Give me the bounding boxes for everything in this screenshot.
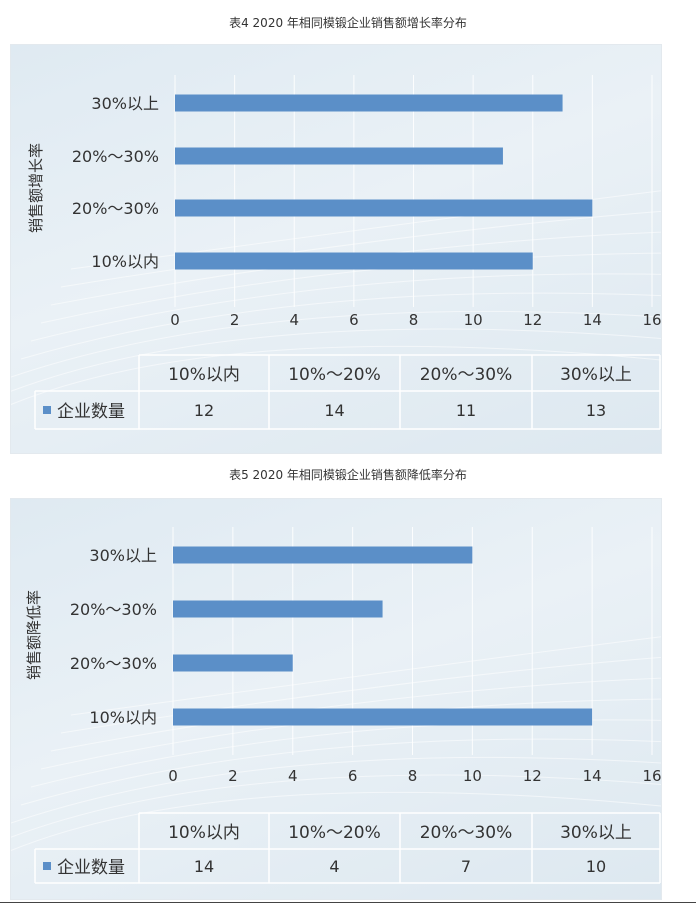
data-table: 10%以内 12 10%～20% 14 20%～30% 11 30%以上 13 企业数量 bbox=[34, 354, 661, 430]
y-category-label: 20%～30% bbox=[72, 199, 159, 218]
light-streak bbox=[11, 310, 661, 378]
legend-series-name: 企业数量 bbox=[57, 858, 125, 878]
x-tick-label: 4 bbox=[288, 767, 298, 785]
legend-key bbox=[43, 406, 51, 414]
table-cell-value: 14 bbox=[194, 857, 214, 876]
table-column-header: 10%～20% bbox=[288, 365, 381, 385]
bar bbox=[175, 147, 503, 165]
bar bbox=[173, 708, 593, 726]
table-column-header: 30%以上 bbox=[560, 365, 632, 385]
x-tick-label: 10 bbox=[464, 311, 483, 329]
x-tick-label: 16 bbox=[642, 311, 661, 329]
x-tick-label: 10 bbox=[463, 767, 482, 785]
x-tick-label: 14 bbox=[583, 767, 602, 785]
table-cell-value: 4 bbox=[329, 857, 339, 876]
decline-rate-chart-svg: 0 2 4 6 8 10 12 14 16 30%以上 20%～30% 20%～30% 10%以内 销售额… bbox=[11, 527, 661, 884]
table-cell-value: 14 bbox=[324, 401, 344, 420]
table-cell-value: 12 bbox=[194, 401, 214, 420]
light-streak bbox=[20, 738, 661, 806]
x-tick-label: 12 bbox=[523, 311, 542, 329]
bottom-divider bbox=[0, 902, 696, 903]
x-tick-label: 0 bbox=[170, 311, 180, 329]
data-table: 10%以内 14 10%～20% 4 20%～30% 7 30%以上 10 企业数量 bbox=[34, 812, 661, 884]
light-streak bbox=[40, 252, 661, 324]
light-streak bbox=[60, 656, 661, 734]
light-streak bbox=[70, 636, 661, 716]
x-tick-label: 12 bbox=[523, 767, 542, 785]
chart-title: 表5 2020 年相同模锻企业销售额降低率分布 bbox=[229, 468, 467, 482]
light-streak bbox=[11, 791, 661, 852]
bar bbox=[173, 546, 473, 564]
x-tick-label: 6 bbox=[348, 767, 358, 785]
light-streak bbox=[30, 273, 661, 342]
x-tick-label: 4 bbox=[289, 311, 299, 329]
table-column-header: 30%以上 bbox=[560, 823, 632, 843]
y-category-label: 20%～30% bbox=[70, 600, 157, 619]
decline-rate-chart: 0 2 4 6 8 10 12 14 16 30%以上 20%～30% 20%～30% 10%以内 销售额… bbox=[10, 498, 662, 900]
light-streak bbox=[11, 345, 661, 406]
growth-rate-chart-svg: 0 2 4 6 8 10 12 14 16 30%以上 20%～30% 20%～30% 10%以内 销售额… bbox=[11, 75, 661, 430]
table-column-header: 10%以内 bbox=[168, 365, 240, 385]
light-streak bbox=[60, 210, 661, 288]
y-category-label: 30%以上 bbox=[91, 94, 159, 113]
light-streak bbox=[50, 677, 661, 752]
y-category-label: 20%～30% bbox=[70, 654, 157, 673]
x-tick-label: 0 bbox=[168, 767, 178, 785]
light-streak bbox=[11, 774, 661, 838]
table-cell-value: 13 bbox=[586, 401, 606, 420]
bar bbox=[175, 94, 563, 112]
y-category-label: 20%～30% bbox=[72, 147, 159, 166]
bar bbox=[175, 252, 533, 270]
chart-title: 表4 2020 年相同模锻企业销售额增长率分布 bbox=[229, 16, 467, 30]
table-cell-value: 10 bbox=[586, 857, 606, 876]
light-streak bbox=[20, 292, 661, 360]
y-axis-title: 销售额增长率 bbox=[27, 143, 45, 233]
table-column-header: 20%～30% bbox=[420, 823, 513, 843]
x-tick-label: 6 bbox=[349, 311, 359, 329]
table-cell-value: 11 bbox=[456, 401, 476, 420]
table-column-header: 10%～20% bbox=[288, 823, 381, 843]
y-axis-title: 销售额降低率 bbox=[25, 590, 43, 680]
bar bbox=[175, 199, 593, 217]
legend-key bbox=[43, 862, 51, 870]
table-cell-value: 7 bbox=[461, 857, 471, 876]
x-tick-label: 2 bbox=[230, 311, 240, 329]
y-category-label: 10%以内 bbox=[89, 708, 157, 727]
x-tick-label: 14 bbox=[583, 311, 602, 329]
bar bbox=[173, 654, 293, 672]
background-decoration bbox=[11, 190, 661, 406]
table-column-header: 20%～30% bbox=[420, 365, 513, 385]
light-streak bbox=[11, 756, 661, 824]
bar bbox=[173, 600, 383, 618]
x-tick-label: 2 bbox=[228, 767, 238, 785]
light-streak bbox=[11, 328, 661, 392]
x-tick-label: 8 bbox=[409, 311, 419, 329]
y-category-label: 10%以内 bbox=[91, 252, 159, 271]
legend-series-name: 企业数量 bbox=[57, 402, 125, 422]
x-tick-label: 16 bbox=[642, 767, 661, 785]
growth-rate-chart: 0 2 4 6 8 10 12 14 16 30%以上 20%～30% 20%～30% 10%以内 销售额… bbox=[10, 44, 662, 454]
x-tick-label: 8 bbox=[408, 767, 418, 785]
table-column-header: 10%以内 bbox=[168, 823, 240, 843]
y-category-label: 30%以上 bbox=[89, 546, 157, 565]
